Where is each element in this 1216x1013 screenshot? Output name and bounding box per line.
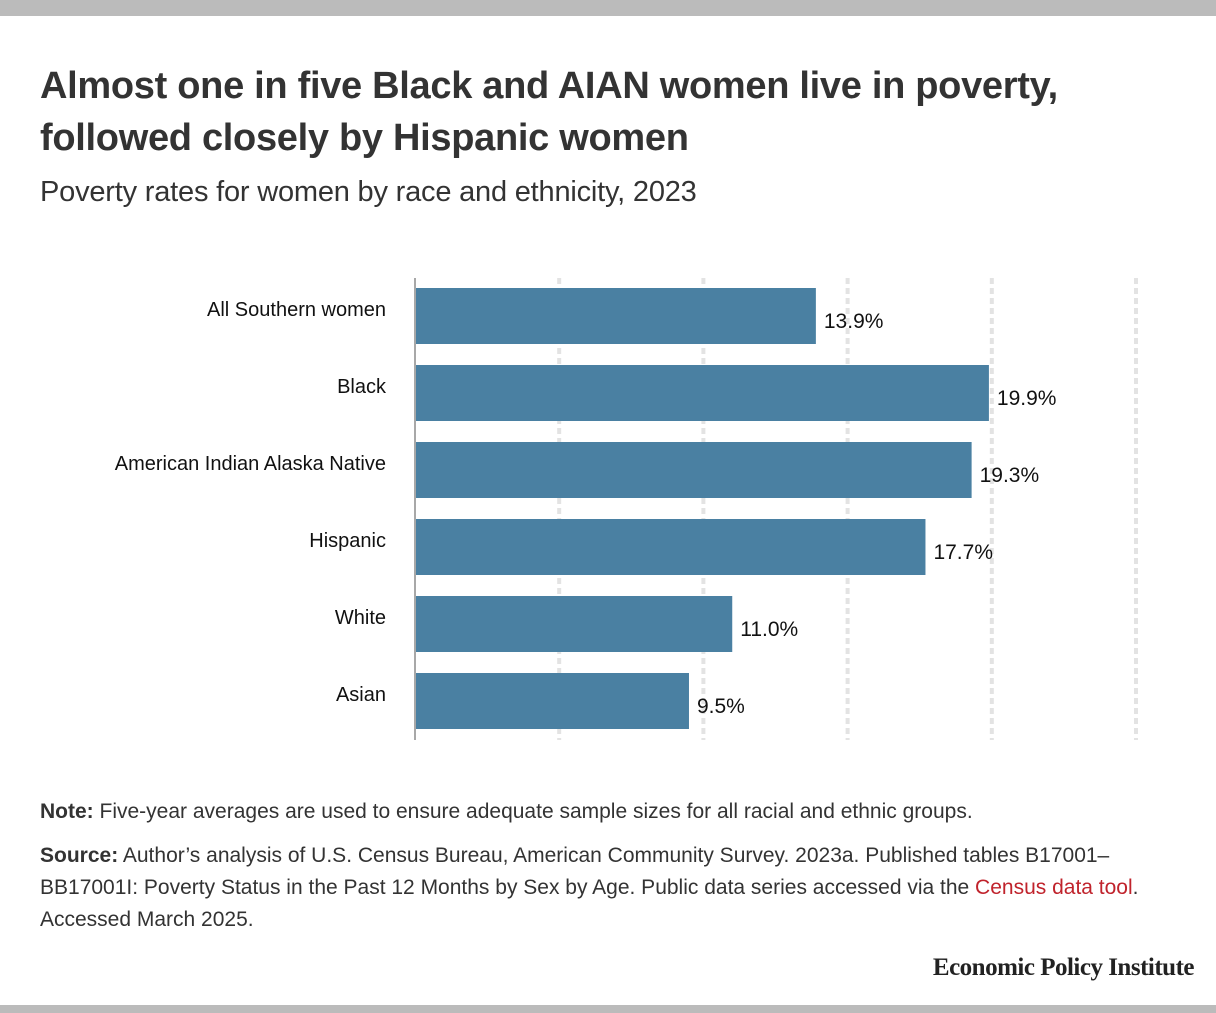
category-label: American Indian Alaska Native	[115, 453, 386, 475]
bar-black	[416, 365, 989, 421]
bar-chart: All Southern women Black American Indian A…	[115, 278, 1138, 740]
note: Note: Five-year averages are used to ens…	[40, 796, 1180, 828]
value-label: 17.7%	[933, 541, 993, 564]
bar-white	[416, 596, 733, 652]
category-label: Black	[337, 376, 387, 398]
chart-title: Almost one in five Black and AIAN women …	[40, 65, 1058, 159]
value-label: 9.5%	[697, 695, 745, 718]
note-label: Note:	[40, 800, 94, 823]
bar-hispanic	[416, 519, 926, 575]
category-label: White	[335, 607, 386, 629]
note-text: Five-year averages are used to ensure ad…	[93, 800, 973, 823]
category-label: Asian	[336, 684, 386, 706]
bar-all-southern-women	[416, 288, 816, 344]
brand-logo: Economic Policy Institute	[932, 954, 1195, 981]
bottom-frame-bar	[0, 1005, 1216, 1013]
value-label: 19.3%	[980, 464, 1040, 487]
census-data-tool-link[interactable]: Census data tool	[975, 876, 1133, 899]
bar-american-indian-alaska-native	[416, 442, 972, 498]
source-label: Source:	[40, 844, 119, 867]
bars	[416, 288, 989, 729]
category-labels: All Southern women Black American Indian A…	[115, 299, 387, 706]
gridlines	[557, 278, 1138, 740]
value-labels: 13.9% 19.9% 19.3% 17.7% 11.0% 9.5%	[697, 310, 1056, 718]
source-text-end: . Accessed March 2025.	[40, 876, 1139, 931]
category-label: Hispanic	[309, 530, 386, 552]
bar-asian	[416, 673, 689, 729]
value-label: 13.9%	[824, 310, 884, 333]
value-label: 19.9%	[997, 387, 1057, 410]
category-label: All Southern women	[207, 299, 386, 321]
top-frame-bar	[0, 0, 1216, 16]
chart-subtitle: Poverty rates for women by race and ethn…	[40, 176, 697, 208]
source: Source: Author’s analysis of U.S. Census…	[40, 840, 1180, 936]
value-label: 11.0%	[740, 618, 798, 641]
source-text: Author’s analysis of U.S. Census Bureau,…	[40, 844, 1110, 899]
